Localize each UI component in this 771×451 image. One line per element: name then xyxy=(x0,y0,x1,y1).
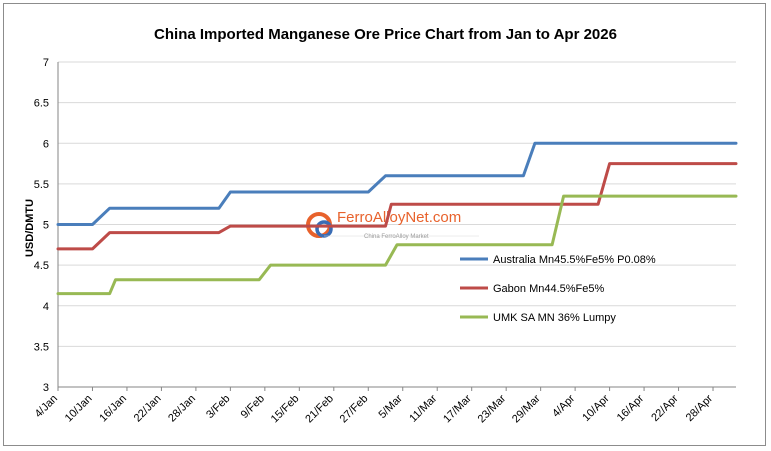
y-tick-label: 6.5 xyxy=(34,98,49,110)
x-tick-label: 23/Mar xyxy=(476,392,509,425)
chart-title: China Imported Manganese Ore Price Chart… xyxy=(154,26,617,43)
y-tick-label: 5.5 xyxy=(34,179,49,191)
x-tick-label: 10/Jan xyxy=(63,393,95,425)
y-tick-label: 7 xyxy=(43,57,49,69)
x-tick-label: 28/Jan xyxy=(166,393,198,425)
x-tick-label: 4/Jan xyxy=(33,393,61,421)
y-tick-label: 3 xyxy=(43,382,49,394)
legend: Australia Mn45.5%Fe5% P0.08% Gabon Mn44.5… xyxy=(460,254,656,324)
x-tick-label: 4/Apr xyxy=(550,392,577,419)
y-tick-label: 4.5 xyxy=(34,260,49,272)
watermark-subtitle: China FerroAlloy Market xyxy=(364,234,429,240)
legend-label: Gabon Mn44.5%Fe5% xyxy=(493,283,605,295)
chart-frame: China Imported Manganese Ore Price Chart… xyxy=(3,3,766,446)
x-tick-label: 16/Jan xyxy=(97,393,129,425)
legend-label: UMK SA MN 36% Lumpy xyxy=(493,312,616,324)
axis-layer: 3 3.5 4 4.5 5 5.5 6 6.5 7 4/Jan 10/Jan 16/Jan 22/Jan… xyxy=(33,57,736,425)
y-tick-label: 5 xyxy=(43,220,49,232)
x-tick-label: 16/Apr xyxy=(615,392,647,424)
x-tick-label: 11/Mar xyxy=(407,392,439,424)
x-tick-label: 28/Apr xyxy=(684,392,716,424)
x-tick-label: 3/Feb xyxy=(204,393,232,421)
x-tick-label: 17/Mar xyxy=(441,392,474,425)
y-tick-label: 4 xyxy=(43,301,49,313)
x-tick-label: 22/Jan xyxy=(132,393,164,425)
x-tick-label: 5/Mar xyxy=(376,392,405,421)
legend-label: Australia Mn45.5%Fe5% P0.08% xyxy=(493,254,656,266)
y-tick-label: 6 xyxy=(43,138,49,150)
x-tick-label: 9/Feb xyxy=(239,393,267,421)
x-tick-label: 10/Apr xyxy=(580,392,612,424)
y-tick-label: 3.5 xyxy=(34,341,49,353)
series-line-0 xyxy=(56,141,738,226)
grid-layer xyxy=(58,61,736,347)
x-tick-label: 21/Feb xyxy=(303,393,336,426)
x-tick-label: 27/Feb xyxy=(338,393,371,426)
series-layer xyxy=(56,141,738,296)
chart-svg: FerroAlloyNet.com China FerroAlloy Marke… xyxy=(24,57,738,425)
x-tick-label: 29/Mar xyxy=(510,392,543,425)
watermark-brand: FerroAlloyNet.com xyxy=(337,209,461,226)
series-line-1 xyxy=(56,162,738,251)
x-tick-label: 15/Feb xyxy=(269,393,302,426)
series-line-2 xyxy=(56,194,738,296)
x-tick-label: 22/Apr xyxy=(649,392,681,424)
y-axis-label: USD/DMTU xyxy=(24,199,36,257)
